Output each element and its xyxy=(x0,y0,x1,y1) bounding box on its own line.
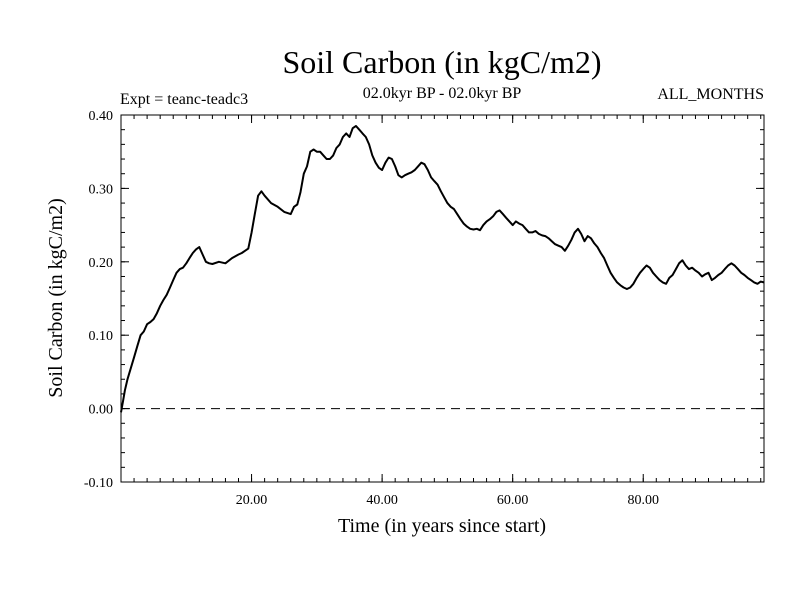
x-tick-label: 60.00 xyxy=(497,493,529,508)
y-tick-label: 0.40 xyxy=(89,109,114,124)
expt-label: Expt = teanc-teadc3 xyxy=(120,91,248,108)
x-axis-ticks: 20.00 40.00 60.00 80.00 xyxy=(236,115,659,508)
y-tick-label: 0.00 xyxy=(89,403,114,418)
y-axis-ticks: -0.10 0.00 0.10 0.20 0.30 0.40 xyxy=(84,109,764,491)
chart-title: Soil Carbon (in kgC/m2) xyxy=(282,44,601,80)
y-tick-label: 0.30 xyxy=(89,182,114,197)
x-tick-label: 40.00 xyxy=(366,493,398,508)
y-tick-label: 0.10 xyxy=(89,329,114,344)
minor-ticks xyxy=(121,114,764,483)
months-label: ALL_MONTHS xyxy=(657,86,764,103)
x-axis-label: Time (in years since start) xyxy=(338,515,546,537)
y-axis-label: Soil Carbon (in kgC/m2) xyxy=(45,198,67,397)
chart-subtitle: 02.0kyr BP - 02.0kyr BP xyxy=(363,85,522,102)
x-tick-label: 20.00 xyxy=(236,493,268,508)
soil-carbon-series-line xyxy=(120,125,765,413)
plot-frame xyxy=(120,114,765,483)
y-tick-label: 0.20 xyxy=(89,256,114,271)
y-tick-label: -0.10 xyxy=(84,476,113,491)
x-tick-label: 80.00 xyxy=(627,493,659,508)
